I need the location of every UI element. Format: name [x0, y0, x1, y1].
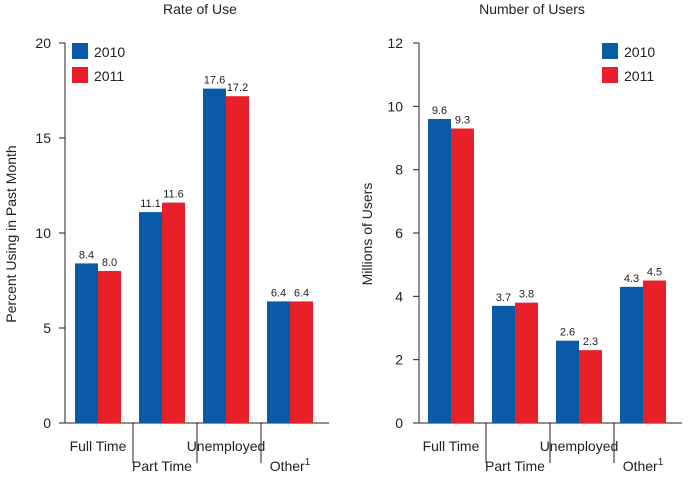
- y-tick-label: 12: [387, 35, 403, 51]
- data-label: 2.3: [583, 336, 598, 348]
- data-label: 8.0: [102, 257, 117, 269]
- chart-2-title: Number of Users: [479, 1, 585, 17]
- data-label: 11.1: [140, 198, 161, 210]
- category-label: Part Time: [485, 458, 545, 474]
- category-label: Full Time: [423, 438, 480, 454]
- data-label: 9.6: [432, 105, 447, 117]
- data-label: 11.6: [163, 189, 184, 201]
- bar-2010-part-time: [139, 212, 162, 423]
- y-tick-label: 4: [395, 288, 403, 304]
- category-label: Unemployed: [187, 438, 266, 454]
- bar-2011-unemployed: [226, 96, 249, 423]
- legend-swatch-2010: [602, 43, 618, 59]
- bar-2010-other: [267, 301, 290, 423]
- data-label: 3.8: [519, 289, 534, 301]
- bar-2011-unemployed: [579, 350, 602, 423]
- bar-2011-other: [643, 280, 666, 423]
- chart-1-y-axis-label: Percent Using in Past Month: [3, 145, 19, 322]
- y-tick-label: 20: [35, 35, 51, 51]
- y-tick-label: 0: [43, 415, 51, 431]
- data-label: 3.7: [496, 292, 511, 304]
- footnote-marker: 1: [305, 457, 311, 468]
- data-label: 17.6: [204, 75, 225, 87]
- category-label: Other1: [270, 457, 311, 474]
- bar-2010-unemployed: [556, 340, 579, 423]
- data-label: 4.3: [624, 273, 639, 285]
- bar-2010-unemployed: [203, 88, 226, 423]
- data-label: 9.3: [455, 115, 470, 127]
- y-tick-label: 5: [43, 320, 51, 336]
- chart-2: 0 2 4 6 8 10 12 9.6 9.3 Full Time 3.7 3.8 Part Time 2…: [387, 35, 682, 474]
- legend-swatch-2010: [72, 43, 88, 59]
- legend-swatch-2011: [72, 67, 88, 83]
- chart-1-title: Rate of Use: [163, 1, 237, 17]
- bar-2011-full-time: [98, 271, 121, 423]
- y-tick-label: 0: [395, 415, 403, 431]
- legend-label-2011: 2011: [624, 68, 654, 84]
- data-label: 6.4: [271, 287, 286, 299]
- y-tick-label: 8: [395, 162, 403, 178]
- footnote-marker: 1: [658, 457, 664, 468]
- legend-label-2011: 2011: [94, 68, 124, 84]
- category-label: Unemployed: [540, 438, 619, 454]
- bar-2011-full-time: [451, 128, 474, 423]
- legend-swatch-2011: [602, 67, 618, 83]
- bar-2010-full-time: [75, 263, 98, 423]
- y-tick-label: 2: [395, 352, 403, 368]
- category-label: Part Time: [132, 458, 192, 474]
- data-label: 6.4: [294, 287, 309, 299]
- legend-label-2010: 2010: [94, 44, 125, 60]
- y-tick-label: 15: [35, 130, 51, 146]
- data-label: 8.4: [79, 249, 94, 261]
- chart-2-y-axis-label: Millions of Users: [359, 183, 375, 286]
- data-label: 4.5: [647, 267, 662, 279]
- bar-2010-full-time: [428, 119, 451, 423]
- y-tick-label: 6: [395, 225, 403, 241]
- bar-2011-other: [290, 301, 313, 423]
- legend-label-2010: 2010: [624, 44, 655, 60]
- y-tick-label: 10: [387, 98, 403, 114]
- category-label: Full Time: [70, 438, 127, 454]
- bar-2011-part-time: [162, 202, 185, 423]
- y-tick-label: 10: [35, 225, 51, 241]
- data-label: 2.6: [560, 327, 575, 339]
- chart-1: 0 5 10 15 20 8.4 8.0 Full Time 11.111.6 Part Time…: [35, 35, 329, 474]
- bar-2010-part-time: [492, 305, 515, 423]
- bar-2010-other: [620, 286, 643, 423]
- data-label: 17.2: [227, 82, 248, 94]
- category-label: Other1: [623, 457, 664, 474]
- bar-2011-part-time: [515, 302, 538, 423]
